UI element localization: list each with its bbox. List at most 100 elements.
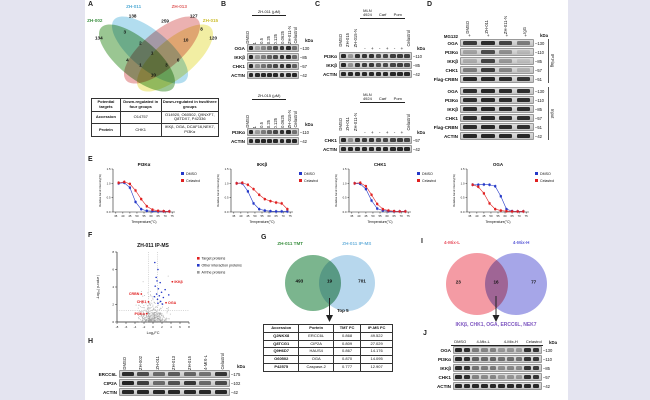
blot-strip xyxy=(453,381,542,391)
lane-mark: - xyxy=(378,131,381,136)
blot-row: IKKβ –85 xyxy=(431,56,548,66)
svg-text:75: 75 xyxy=(171,214,175,218)
blot-row: Flag-CRBN –51 xyxy=(431,122,548,132)
blot-strip xyxy=(453,354,542,364)
blot-band xyxy=(261,129,266,134)
kda-value: –42 xyxy=(413,71,420,77)
lane-label: Celastrol xyxy=(293,27,299,44)
melt-plot-ikkb: IKKβ 35 40 45 50 55 60 65 70 75 0.0 0.5 1.0 1.5 Relati… xyxy=(215,160,327,235)
table-header-cell: Down-regulated in two/three groups xyxy=(160,98,220,112)
kda-value: –130 xyxy=(543,347,553,353)
blot-group-row: MLN 4924 Carf Pom xyxy=(337,92,413,103)
lane-label: ZH-013 xyxy=(170,356,176,370)
lane-label: 1 xyxy=(252,41,258,44)
blot-band xyxy=(506,347,514,352)
lane-label xyxy=(398,103,406,131)
table-cell: 0.868 xyxy=(332,331,362,341)
venn-region-count: 19 xyxy=(326,278,333,284)
svg-text:2: 2 xyxy=(161,325,163,329)
blot-band xyxy=(481,49,495,54)
blot-band xyxy=(152,380,165,385)
svg-text:70: 70 xyxy=(400,214,404,218)
svg-text:1.0: 1.0 xyxy=(107,181,111,185)
blot-band xyxy=(347,71,354,76)
venn-tmt-ipms: ZH-011 TMT ZH-011 IP-MS 493 19 701 xyxy=(275,241,391,320)
svg-text:0.5: 0.5 xyxy=(107,196,111,200)
blot-band xyxy=(292,138,297,143)
blot-band xyxy=(489,356,497,361)
svg-text:DMSO: DMSO xyxy=(422,172,433,176)
blot-band xyxy=(463,58,477,63)
kda-unit-label: kDa xyxy=(237,364,245,369)
table-cell: 0.809 xyxy=(332,339,362,349)
blot-zh015-rescue: MLN 4924 Carf Pom DMSO ZH-015 ZH-015-N Celastr… xyxy=(320,8,425,79)
protein-label: IKKβ xyxy=(234,54,245,60)
blot-lane-labels: DMSO ZH-002 ZH-011 ZH-013 ZH-015 4-MIX-L Celas… xyxy=(117,342,231,370)
venn-region-count: 3 xyxy=(123,29,127,35)
lane-label: 0.125 xyxy=(272,33,278,44)
blot-row: PI3Kα –110 xyxy=(320,51,425,61)
blot-band xyxy=(404,53,410,58)
blot-band xyxy=(361,71,368,76)
blot-lane-labels: DMSO ZH-011 ZH-011-N IgG xyxy=(458,6,535,34)
blot-strip xyxy=(460,95,534,105)
blot-band xyxy=(524,374,531,379)
blot-row: ACTIN –42 xyxy=(226,136,313,146)
panel-b-label: B xyxy=(221,1,227,8)
protein-label: OGA xyxy=(234,45,245,51)
melt-plot-oga: OGA 35 40 45 50 55 60 65 70 75 0.0 0.5 1.0 1.5 Relativ… xyxy=(451,160,563,235)
blot-band xyxy=(361,53,368,58)
svg-text:CHK1: CHK1 xyxy=(137,300,147,304)
blot-band xyxy=(183,380,196,385)
blot-row: PI3Kα –110 xyxy=(431,47,548,57)
kda-value: –130 xyxy=(535,40,545,46)
blot-band xyxy=(273,129,279,134)
kda-value: –110 xyxy=(413,53,423,59)
svg-text:0: 0 xyxy=(152,325,154,329)
blot-band xyxy=(515,356,523,361)
protein-label: PI3Kα xyxy=(444,49,458,55)
svg-text:75: 75 xyxy=(407,214,411,218)
blot-band xyxy=(516,58,531,63)
svg-text:Log₂FC: Log₂FC xyxy=(147,331,160,335)
panel-e-label: E xyxy=(88,156,93,163)
table-header-cell: Down-regulated in four groups xyxy=(119,98,162,112)
protein-label: CHK1 xyxy=(324,137,337,143)
blot-band xyxy=(516,97,531,102)
kda-value: –42 xyxy=(543,383,550,389)
blot-group-label: 4-Mix-H xyxy=(497,340,525,346)
kda-value: –110 xyxy=(535,97,545,103)
blot-band xyxy=(463,49,477,54)
lane-label: 4-MIX-L xyxy=(203,355,209,370)
blot-row: CHK1 –57 xyxy=(226,61,313,71)
blot-strip xyxy=(460,47,534,57)
svg-text:65: 65 xyxy=(511,214,515,218)
lane-label xyxy=(367,19,375,47)
blot-band xyxy=(481,124,495,129)
venn-region-count: 259 xyxy=(161,18,169,24)
top5-label: Top 5 xyxy=(337,308,349,313)
blot-band xyxy=(463,374,471,379)
lane-label xyxy=(360,103,368,131)
svg-text:0.5: 0.5 xyxy=(225,196,229,200)
blot-band xyxy=(248,45,254,50)
lane-label: Celastrol xyxy=(406,30,412,47)
blot-band xyxy=(340,53,347,58)
lane-label: ZH-011-N xyxy=(286,25,292,44)
svg-text:1.5: 1.5 xyxy=(225,167,229,171)
volcano-plot: ZH-011 IP-MS -8 -6 -4 -2 0 2 4 6 8 0 2 4 6 8 -Log₁₀( p-… xyxy=(91,238,259,343)
blot-band xyxy=(340,146,347,151)
blot-group-label: Carf xyxy=(375,13,391,19)
svg-text:DMSO: DMSO xyxy=(540,172,551,176)
blot-group-label: 4-Mix-L xyxy=(469,340,497,346)
kda-value: –175 xyxy=(231,371,241,377)
kda-value: –85 xyxy=(535,58,542,64)
blot-band xyxy=(267,54,272,59)
blot-group-row: MLN 4924 Carf Pom xyxy=(337,8,413,19)
table-cell: Protein xyxy=(91,123,121,137)
kda-unit-label: kDa xyxy=(305,122,313,127)
svg-text:45: 45 xyxy=(128,214,132,218)
blot-group-label: Carf xyxy=(375,97,391,103)
blot-group-label: ZH-015 (μM) xyxy=(251,94,287,100)
protein-label: IKKβ xyxy=(326,62,337,68)
